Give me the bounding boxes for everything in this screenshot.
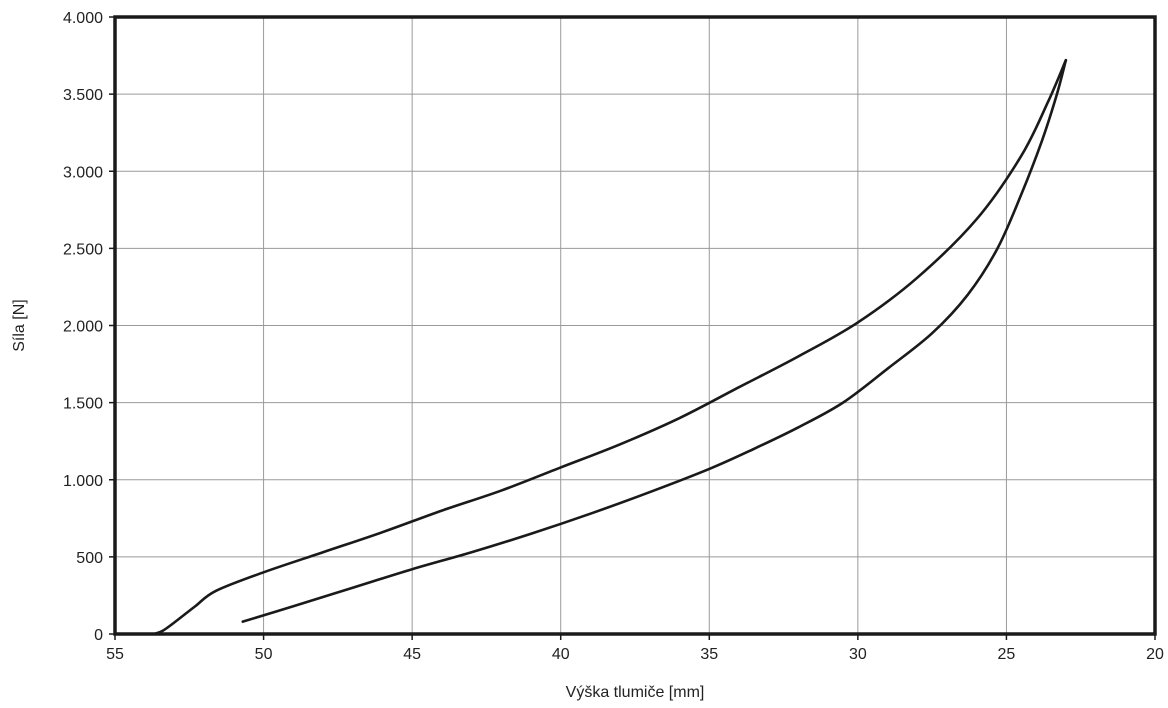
x-tick-label: 55: [106, 646, 124, 663]
x-tick-label: 25: [998, 646, 1016, 663]
x-axis-title: Výška tlumiče [mm]: [566, 684, 705, 701]
y-axis-tick-labels: 0 500 1.000 1.500 2.000 2.500 3.000 3.500 4.000: [63, 10, 103, 644]
x-tick-label: 30: [849, 646, 867, 663]
y-tick-label: 3.500: [63, 87, 103, 104]
x-tick-label: 20: [1146, 646, 1164, 663]
y-tick-label: 2.500: [63, 241, 103, 258]
y-tick-label: 1.000: [63, 473, 103, 490]
x-tick-label: 35: [700, 646, 718, 663]
x-tick-label: 50: [255, 646, 273, 663]
y-tick-label: 500: [76, 550, 103, 567]
grid: [114, 16, 1156, 635]
y-tick-label: 0: [94, 627, 103, 644]
unloading-curve: [241, 58, 1068, 623]
y-axis-title: Síla [N]: [11, 299, 28, 351]
axis-ticks: [109, 16, 1156, 640]
x-tick-label: 45: [403, 646, 421, 663]
loading-curve: [152, 58, 1068, 636]
x-tick-label: 40: [552, 646, 570, 663]
y-tick-label: 4.000: [63, 10, 103, 27]
y-tick-label: 2.000: [63, 319, 103, 336]
y-tick-label: 3.000: [63, 164, 103, 181]
x-axis-tick-labels: 55 50 45 40 35 30 25 20: [106, 646, 1164, 663]
y-tick-label: 1.500: [63, 396, 103, 413]
data-series: [152, 58, 1068, 636]
